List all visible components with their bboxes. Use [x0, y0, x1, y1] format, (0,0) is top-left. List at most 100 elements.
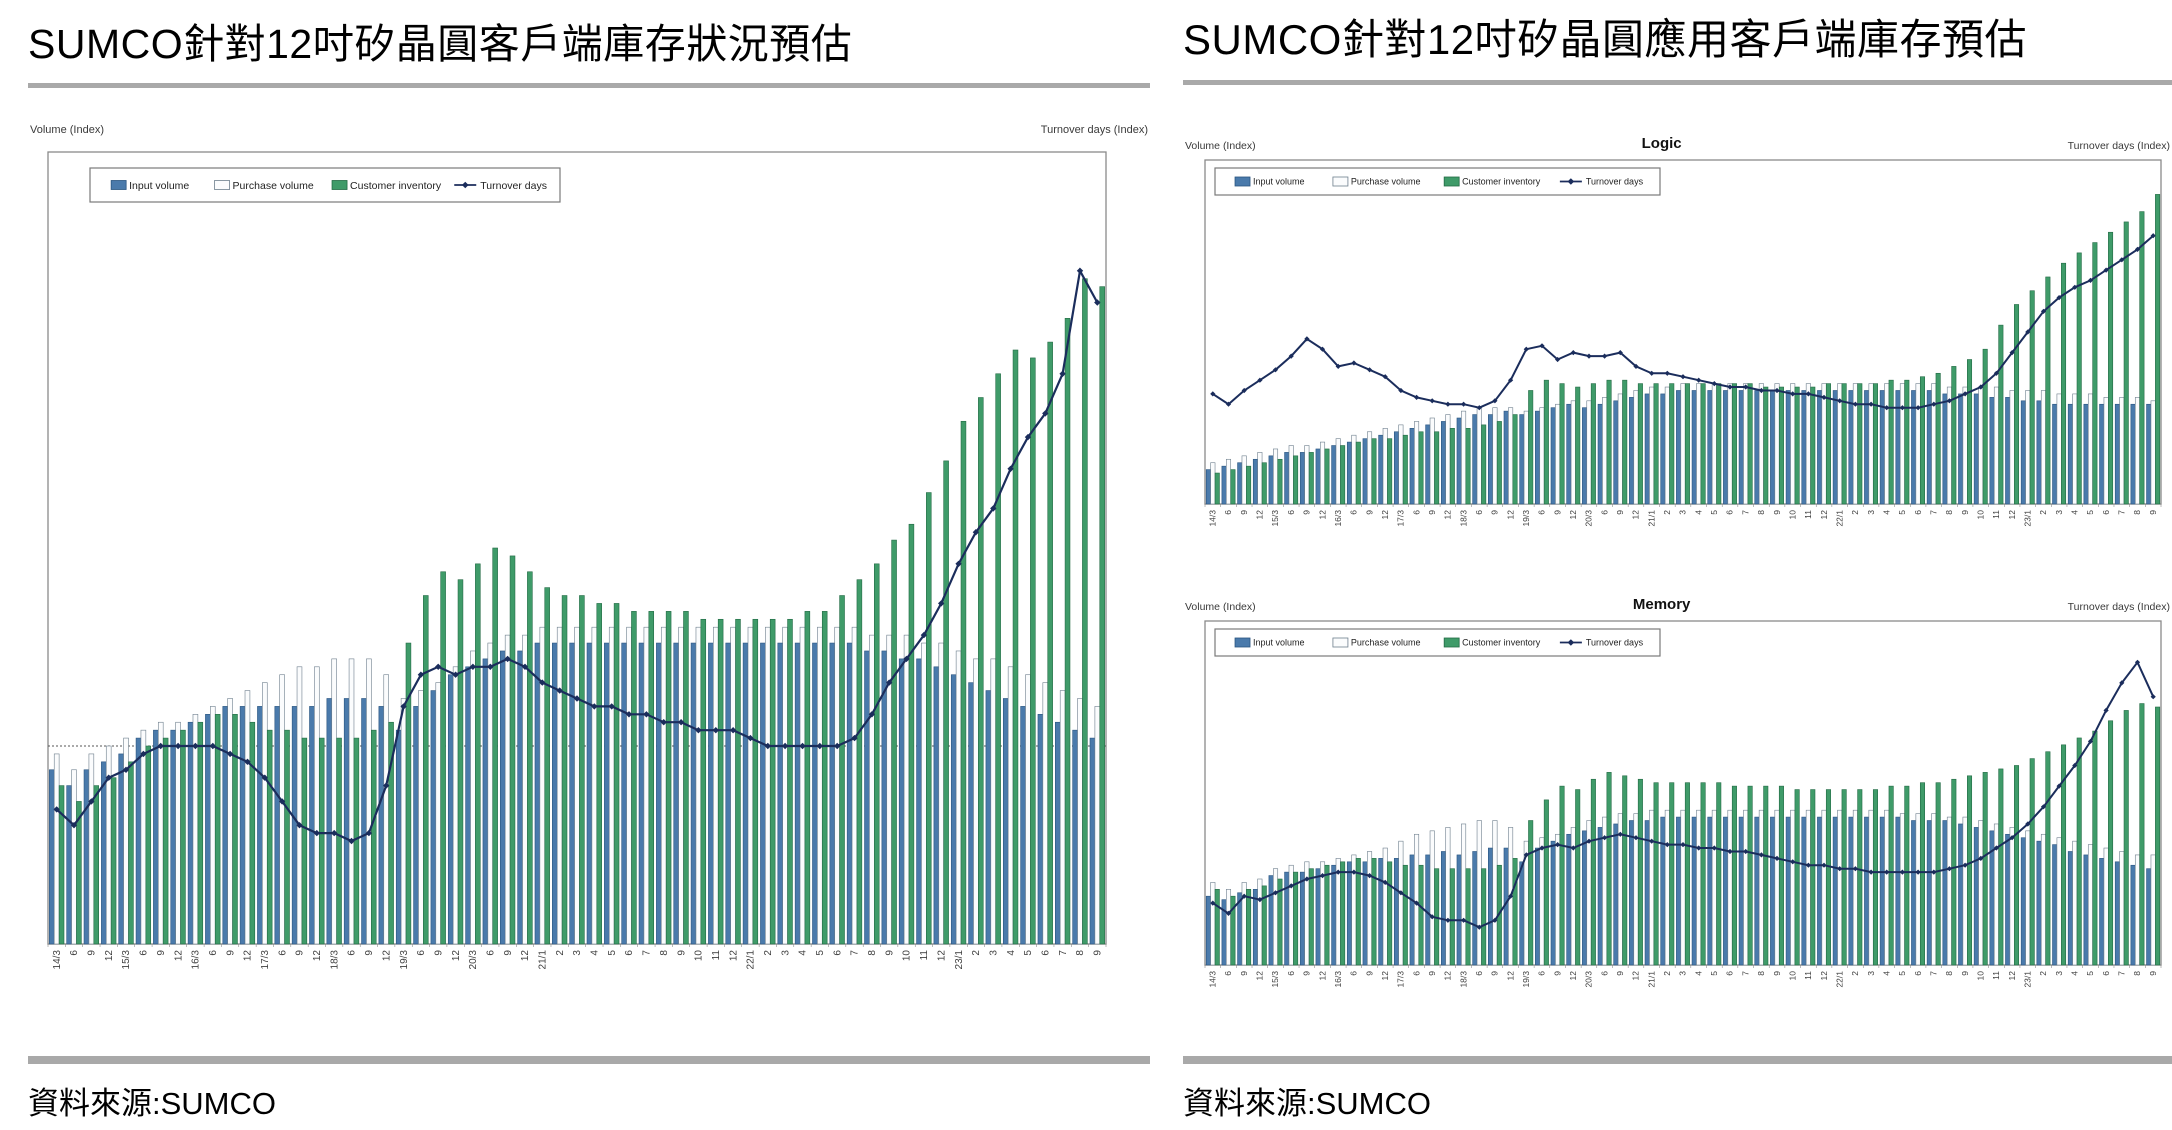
- svg-text:12: 12: [173, 950, 184, 962]
- right-panel: SUMCO針對12吋矽晶圓應用客戶端庫存預估 Volume (Index) Lo…: [1183, 0, 2172, 1043]
- svg-text:7: 7: [1740, 510, 1750, 515]
- svg-text:22/1: 22/1: [1834, 971, 1844, 988]
- svg-text:9: 9: [1490, 510, 1500, 515]
- svg-text:6: 6: [1286, 971, 1296, 976]
- svg-text:2: 2: [1662, 510, 1672, 515]
- svg-text:Turnover days: Turnover days: [1586, 177, 1644, 187]
- svg-text:12: 12: [1317, 510, 1327, 520]
- svg-text:9: 9: [1615, 971, 1625, 976]
- svg-text:3: 3: [1866, 971, 1876, 976]
- svg-text:21/1: 21/1: [1646, 971, 1656, 988]
- svg-text:8: 8: [1944, 510, 1954, 515]
- svg-text:12: 12: [1380, 971, 1390, 981]
- svg-text:5: 5: [1023, 950, 1034, 956]
- legend-item-turnover-days: Turnover days: [1559, 638, 1644, 648]
- legend-item-customer-inventory: Customer inventory: [331, 180, 442, 192]
- svg-text:4: 4: [2070, 971, 2080, 976]
- svg-text:2: 2: [1662, 971, 1672, 976]
- memory-chart-plot: 14/3 6 9 12 15/3 6 9 12 16/3 6 9 12 17/3 6 9 12 18/3 6 9 12…: [1204, 620, 2162, 988]
- svg-text:9: 9: [433, 950, 444, 956]
- memory-left-axis-label: Volume (Index): [1185, 601, 1256, 613]
- svg-text:Input volume: Input volume: [1253, 177, 1305, 187]
- memory-chart-title: Memory: [1632, 596, 1691, 613]
- svg-text:6: 6: [1474, 510, 1484, 515]
- svg-text:6: 6: [2101, 971, 2111, 976]
- svg-text:6: 6: [139, 950, 150, 956]
- svg-text:12: 12: [2007, 510, 2017, 520]
- svg-text:11: 11: [1991, 971, 2001, 980]
- svg-text:7: 7: [642, 950, 653, 956]
- svg-text:9: 9: [1364, 510, 1374, 515]
- x-axis-ticks: [1204, 504, 2162, 507]
- legend-item-customer-inventory: Customer inventory: [1443, 637, 1541, 648]
- svg-text:19/3: 19/3: [1521, 510, 1531, 527]
- svg-text:12: 12: [2007, 971, 2017, 981]
- svg-text:6: 6: [624, 950, 635, 956]
- svg-text:3: 3: [572, 950, 583, 956]
- svg-text:5: 5: [2085, 971, 2095, 976]
- svg-text:6: 6: [1223, 510, 1233, 515]
- bars-purchase-volume: [1210, 383, 2156, 505]
- svg-text:15/3: 15/3: [121, 950, 132, 970]
- svg-text:6: 6: [486, 950, 497, 956]
- legend: Input volume Purchase volume Customer inve…: [1214, 167, 1661, 196]
- total-chart-plot: 14/3 6 9 12 15/3 6 9 12 16/3 6 9 12 17/3 6 9 12 18/3 6 9 12…: [47, 151, 1107, 970]
- svg-text:5: 5: [1897, 510, 1907, 515]
- svg-text:3: 3: [1678, 510, 1688, 515]
- legend-item-input-volume: Input volume: [1234, 176, 1305, 187]
- svg-text:8: 8: [2132, 971, 2142, 976]
- svg-text:8: 8: [1944, 971, 1954, 976]
- svg-text:8: 8: [2132, 510, 2142, 515]
- svg-text:6: 6: [1286, 510, 1296, 515]
- svg-text:2: 2: [555, 950, 566, 956]
- svg-text:12: 12: [1255, 510, 1265, 520]
- svg-text:12: 12: [1380, 510, 1390, 520]
- svg-text:9: 9: [295, 950, 306, 956]
- svg-text:8: 8: [1756, 510, 1766, 515]
- svg-text:6: 6: [2101, 510, 2111, 515]
- svg-text:6: 6: [1725, 510, 1735, 515]
- svg-text:6: 6: [1411, 971, 1421, 976]
- svg-text:9: 9: [1552, 971, 1562, 976]
- svg-text:9: 9: [1552, 510, 1562, 515]
- svg-text:6: 6: [1411, 510, 1421, 515]
- svg-text:4: 4: [1693, 510, 1703, 515]
- svg-text:12: 12: [1631, 971, 1641, 981]
- svg-text:9: 9: [884, 950, 895, 956]
- left-footer-rule: [28, 1056, 1150, 1064]
- legend-item-turnover-days: Turnover days: [1559, 177, 1644, 187]
- svg-text:7: 7: [1929, 510, 1939, 515]
- left-title-rule: [28, 83, 1150, 88]
- svg-text:12: 12: [1631, 510, 1641, 520]
- legend: Input volume Purchase volume Customer inve…: [89, 167, 561, 203]
- svg-text:9: 9: [2148, 971, 2158, 976]
- svg-text:2: 2: [1850, 971, 1860, 976]
- svg-text:5: 5: [1897, 971, 1907, 976]
- svg-text:6: 6: [277, 950, 288, 956]
- x-axis-labels: 14/3 6 9 12 15/3 6 9 12 16/3 6 9 12 17/3 6 9 12 18/3 6 9 12…: [1208, 971, 2158, 988]
- svg-text:6: 6: [1474, 971, 1484, 976]
- right-source-text: 資料來源:SUMCO: [1183, 1086, 1431, 1121]
- svg-text:8: 8: [1075, 950, 1086, 956]
- total-chart-caption-row: Volume (Index) Turnover days (Index): [28, 124, 1150, 136]
- memory-chart-caption-row: Volume (Index) Memory Turnover days (Ind…: [1183, 596, 2172, 613]
- svg-text:2: 2: [763, 950, 774, 956]
- svg-text:15/3: 15/3: [1270, 510, 1280, 527]
- svg-text:16/3: 16/3: [1333, 971, 1343, 988]
- svg-text:20/3: 20/3: [1584, 510, 1594, 527]
- svg-text:11: 11: [1803, 971, 1813, 980]
- bars-input-volume: [1205, 816, 2152, 966]
- bars-customer-inventory: [1214, 194, 2161, 505]
- svg-text:4: 4: [590, 950, 601, 956]
- svg-text:6: 6: [832, 950, 843, 956]
- svg-text:4: 4: [1882, 510, 1892, 515]
- svg-text:16/3: 16/3: [1333, 510, 1343, 527]
- svg-text:Customer inventory: Customer inventory: [1462, 177, 1541, 187]
- svg-text:9: 9: [1302, 510, 1312, 515]
- svg-text:17/3: 17/3: [1396, 510, 1406, 527]
- svg-text:14/3: 14/3: [1208, 971, 1218, 988]
- svg-text:2: 2: [1850, 510, 1860, 515]
- svg-text:6: 6: [1349, 510, 1359, 515]
- svg-text:12: 12: [1443, 971, 1453, 981]
- line-turnover-days: [53, 267, 1101, 845]
